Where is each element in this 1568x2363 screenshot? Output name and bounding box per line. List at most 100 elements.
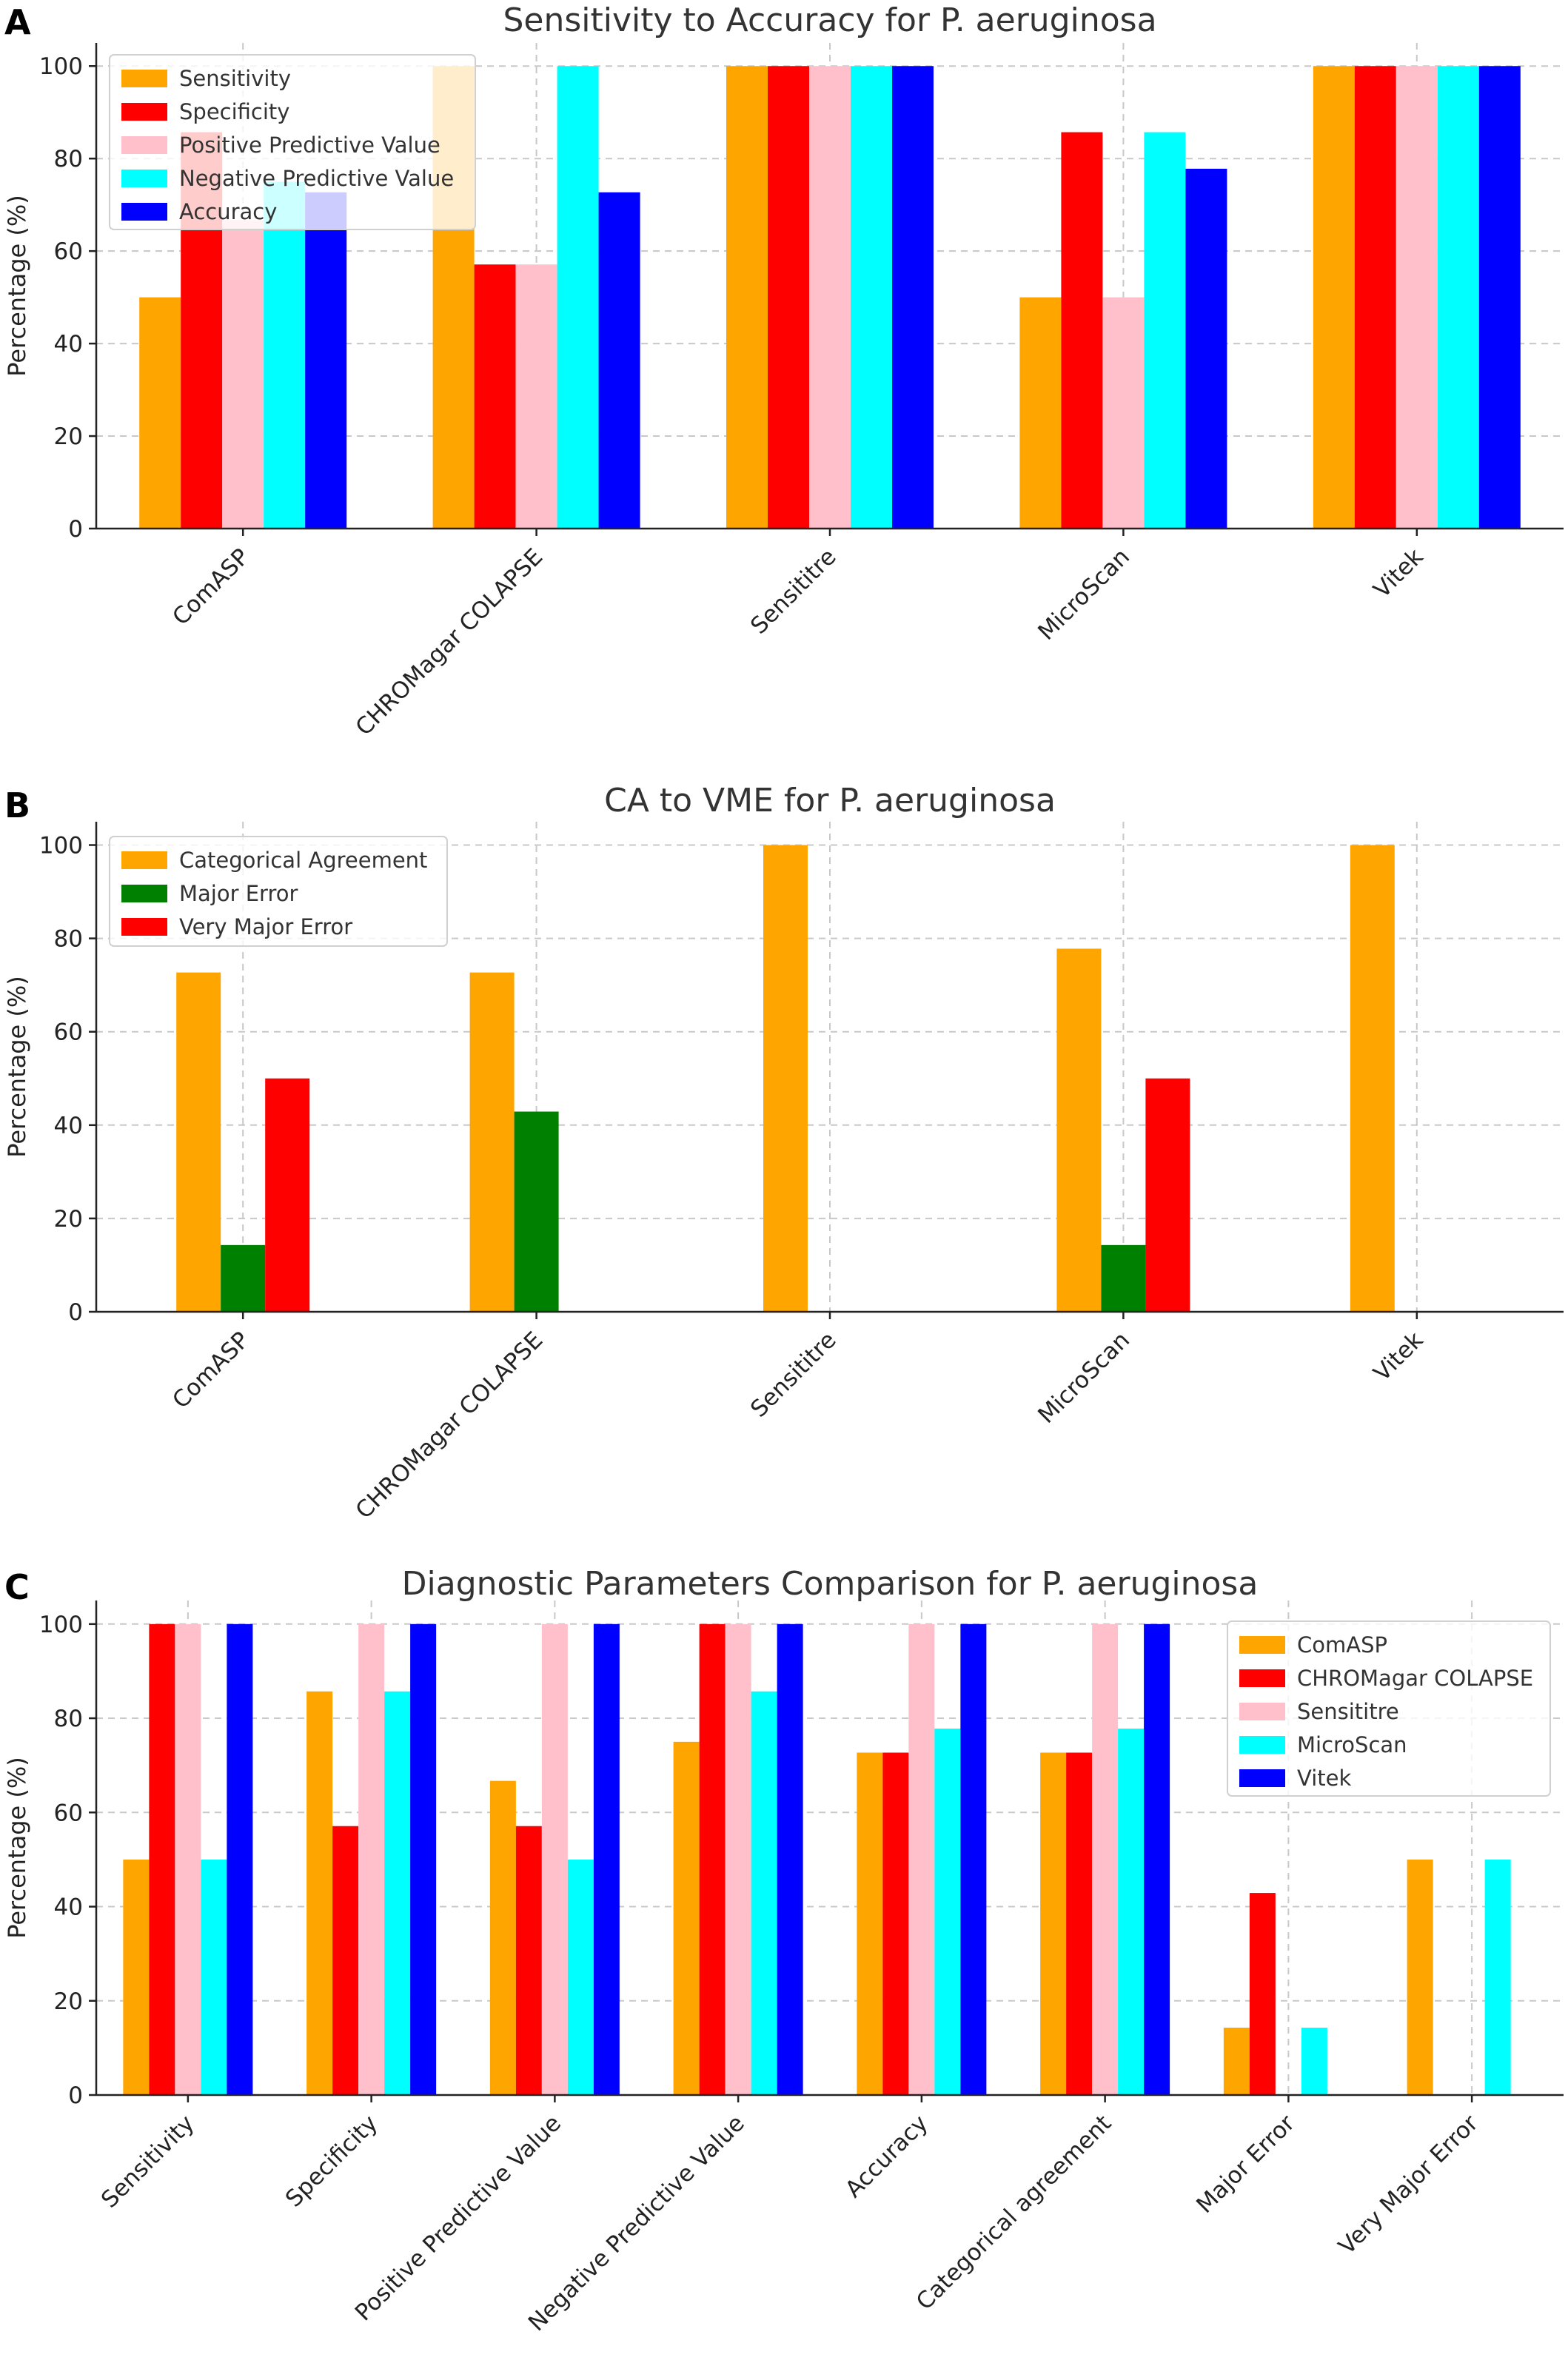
- bar-negative-predictive-value-0: [264, 181, 306, 529]
- bar-chromagar-colapse-5: [1066, 1752, 1093, 2095]
- bar-specificity-4: [1354, 66, 1396, 529]
- panel-letter: A: [4, 2, 31, 42]
- legend-label: Sensititre: [1297, 1699, 1399, 1724]
- legend-swatch: [121, 851, 167, 869]
- bar-sensititre-5: [1092, 1623, 1119, 2095]
- y-tick-label: 0: [68, 516, 83, 543]
- bar-sensititre-3: [725, 1623, 751, 2095]
- bar-sensitivity-2: [726, 66, 768, 529]
- x-tick-label: Vitek: [1369, 543, 1429, 603]
- chart-panel-b: B CA to VME for P. aeruginosa 0 20 40 60 80 100…: [3, 782, 1564, 1524]
- legend-swatch: [121, 103, 167, 121]
- bar-microscan-7: [1484, 1859, 1511, 2095]
- y-tick-label: 20: [54, 1988, 83, 2015]
- bar-sensititre-2: [541, 1623, 568, 2095]
- bar-categorical-agreement-4: [1350, 845, 1395, 1312]
- legend-swatch: [121, 203, 167, 221]
- y-tick-label: 100: [39, 1612, 83, 1638]
- y-tick-label: 100: [39, 53, 83, 80]
- x-tick-label: Categorical agreement: [911, 2110, 1116, 2315]
- bar-microscan-6: [1301, 2028, 1327, 2095]
- panel-letter: B: [4, 785, 30, 825]
- y-axis-label: Percentage (%): [3, 976, 31, 1158]
- bar-very-major-error-3: [1145, 1078, 1190, 1312]
- bar-specificity-3: [1061, 132, 1103, 529]
- bar-sensititre-4: [908, 1623, 935, 2095]
- bar-comasp-4: [857, 1752, 883, 2095]
- legend: Categorical Agreement Major Error Very Maj…: [109, 836, 448, 947]
- bar-positive-predictive-value-2: [809, 66, 851, 529]
- chart-title: Diagnostic Parameters Comparison for P. …: [402, 1565, 1259, 1603]
- bar-chromagar-colapse-1: [332, 1826, 359, 2095]
- legend-swatch: [121, 70, 167, 87]
- legend-swatch: [1239, 1669, 1285, 1687]
- bar-microscan-3: [751, 1691, 777, 2095]
- bar-chromagar-colapse-2: [515, 1826, 542, 2095]
- bar-negative-predictive-value-1: [557, 66, 599, 529]
- x-tick-label: Vitek: [1369, 1327, 1429, 1387]
- bar-positive-predictive-value-1: [515, 264, 557, 529]
- bar-negative-predictive-value-3: [1144, 132, 1186, 529]
- legend-label: Vitek: [1297, 1766, 1351, 1791]
- y-tick-label: 60: [54, 238, 83, 265]
- legend-box: [109, 54, 476, 230]
- x-tick-label: MicroScan: [1033, 1327, 1135, 1429]
- bar-categorical-agreement-3: [1056, 948, 1102, 1312]
- bar-major-error-0: [221, 1244, 266, 1312]
- y-tick-label: 100: [39, 833, 83, 859]
- bar-very-major-error-0: [265, 1078, 310, 1312]
- legend-label: Very Major Error: [179, 914, 352, 939]
- bar-vitek-5: [1144, 1623, 1170, 2095]
- legend-label: Positive Predictive Value: [179, 133, 440, 158]
- legend-swatch: [1239, 1736, 1285, 1754]
- bar-major-error-1: [514, 1111, 559, 1312]
- bar-comasp-7: [1407, 1859, 1433, 2095]
- y-tick-label: 20: [54, 423, 83, 450]
- legend-label: Specificity: [179, 99, 289, 124]
- y-tick-label: 0: [68, 2082, 83, 2109]
- bar-accuracy-2: [892, 66, 934, 529]
- legend-label: Negative Predictive Value: [179, 166, 454, 191]
- chart-title: Sensitivity to Accuracy for P. aeruginos…: [503, 1, 1156, 39]
- bar-categorical-agreement-1: [469, 972, 515, 1312]
- y-tick-label: 40: [54, 331, 83, 358]
- bar-vitek-2: [593, 1623, 620, 2095]
- x-tick-label: Accuracy: [840, 2110, 934, 2203]
- bar-microscan-1: [384, 1691, 411, 2095]
- legend-box: [109, 836, 448, 947]
- legend-swatch: [1239, 1703, 1285, 1720]
- bar-microscan-4: [934, 1729, 961, 2095]
- x-tick-label: Specificity: [281, 2110, 383, 2212]
- bar-categorical-agreement-0: [176, 972, 221, 1312]
- y-tick-label: 80: [54, 926, 83, 953]
- bar-major-error-3: [1101, 1244, 1146, 1312]
- y-axis-label: Percentage (%): [3, 195, 31, 377]
- legend-label: Accuracy: [179, 199, 277, 224]
- bar-accuracy-0: [305, 192, 347, 529]
- legend-swatch: [1239, 1769, 1285, 1787]
- bar-sensitivity-4: [1313, 66, 1355, 529]
- bar-chromagar-colapse-6: [1249, 1893, 1276, 2095]
- chart-panel-c: C Diagnostic Parameters Comparison for P.…: [3, 1565, 1564, 2336]
- legend-label: CHROMagar COLAPSE: [1297, 1666, 1533, 1691]
- bar-comasp-2: [489, 1780, 516, 2095]
- legend: Sensitivity Specificity Positive Predictiv…: [109, 54, 476, 230]
- bar-comasp-1: [306, 1691, 333, 2095]
- bar-microscan-5: [1118, 1729, 1145, 2095]
- legend-box: [1227, 1620, 1551, 1797]
- x-tick-label: ComASP: [167, 543, 255, 631]
- legend-swatch: [1239, 1636, 1285, 1654]
- bar-negative-predictive-value-4: [1437, 66, 1479, 529]
- x-tick-label: CHROMagar COLAPSE: [351, 543, 549, 741]
- y-axis-label: Percentage (%): [3, 1757, 31, 1939]
- bar-comasp-5: [1040, 1752, 1067, 2095]
- x-tick-label: ComASP: [167, 1327, 255, 1414]
- bar-chromagar-colapse-4: [882, 1752, 909, 2095]
- bar-sensitivity-3: [1019, 297, 1062, 529]
- y-tick-label: 40: [54, 1894, 83, 1921]
- bar-sensititre-1: [358, 1623, 385, 2095]
- legend-swatch: [121, 885, 167, 902]
- x-tick-label: Sensititre: [746, 1327, 842, 1423]
- bar-microscan-0: [201, 1859, 227, 2095]
